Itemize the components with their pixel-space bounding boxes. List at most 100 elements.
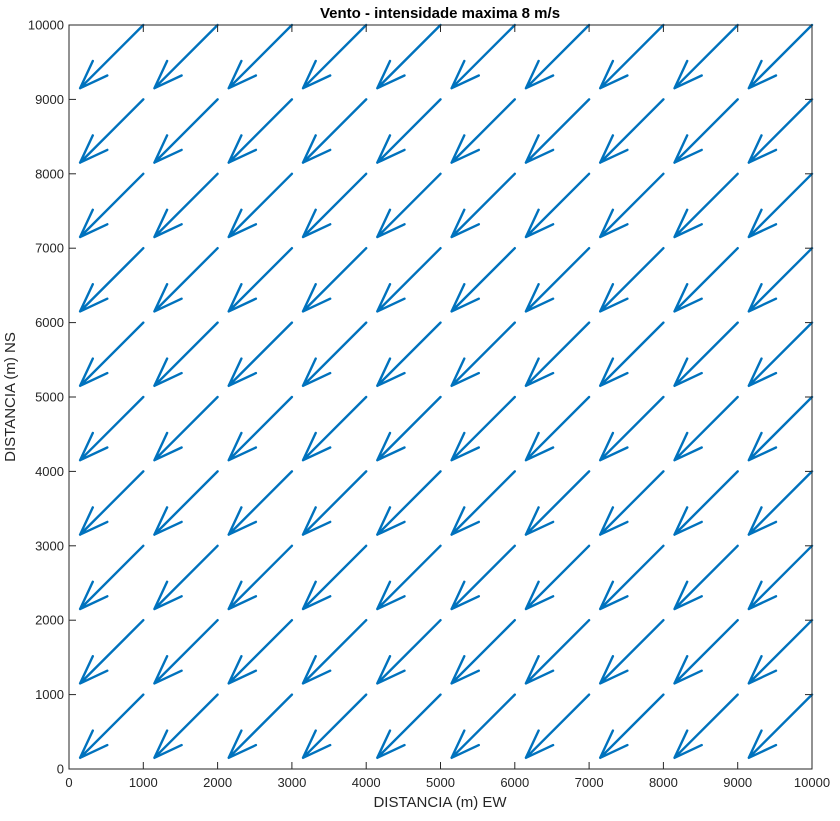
wind-arrow: [78, 395, 145, 462]
wind-arrow: [524, 544, 591, 611]
y-tick-label: 8000: [35, 166, 64, 181]
x-axis-label: DISTANCIA (m) EW: [373, 794, 507, 811]
x-tick-label: 0: [65, 775, 72, 790]
wind-arrow: [524, 247, 591, 313]
wind-arrow: [673, 98, 739, 164]
wind-arrow: [450, 247, 516, 313]
wind-arrow: [78, 619, 145, 685]
wind-arrow: [599, 395, 665, 462]
x-tick-label: 7000: [575, 775, 604, 790]
wind-arrow: [599, 544, 665, 611]
wind-arrow: [450, 98, 516, 164]
wind-arrow: [747, 98, 814, 164]
wind-arrow: [376, 619, 442, 685]
wind-arrow: [376, 693, 442, 759]
wind-arrow: [376, 247, 442, 313]
wind-arrow: [227, 23, 294, 90]
wind-arrow: [524, 23, 591, 90]
wind-arrow: [153, 619, 219, 685]
x-tick-label: 3000: [277, 775, 306, 790]
wind-arrow: [153, 172, 219, 239]
wind-arrow: [376, 470, 442, 536]
y-tick-label: 7000: [35, 241, 64, 256]
wind-arrow: [227, 247, 294, 313]
wind-arrow: [301, 693, 368, 759]
wind-arrow: [153, 544, 219, 611]
x-tick-label: 5000: [426, 775, 455, 790]
wind-arrow: [227, 321, 294, 387]
wind-arrow: [78, 247, 145, 313]
wind-arrow: [599, 98, 665, 164]
wind-arrow: [153, 693, 219, 759]
x-tick-label: 1000: [129, 775, 158, 790]
wind-arrow: [673, 395, 739, 462]
wind-arrow: [747, 395, 814, 462]
chart-title: Vento - intensidade maxima 8 m/s: [320, 5, 560, 22]
wind-arrow: [78, 23, 145, 90]
wind-arrow: [673, 693, 739, 759]
wind-arrow: [78, 470, 145, 536]
y-tick-label: 9000: [35, 92, 64, 107]
wind-arrow: [450, 693, 516, 759]
wind-arrow: [301, 395, 368, 462]
x-tick-label: 4000: [352, 775, 381, 790]
wind-arrow: [673, 321, 739, 387]
x-axis: 0 1000 2000 3000 4000 5000 6000 7000 8000 9000 100…: [65, 25, 830, 790]
wind-arrow: [599, 23, 665, 90]
y-tick-label: 3000: [35, 538, 64, 553]
arrow-field: [78, 23, 814, 759]
wind-arrow: [227, 98, 294, 164]
wind-arrow: [153, 98, 219, 164]
wind-arrow: [524, 98, 591, 164]
y-axis: 0 1000 2000 3000 4000 5000 6000 7000 8000 9000 100…: [28, 18, 812, 777]
wind-arrow: [747, 470, 814, 536]
wind-arrow: [599, 693, 665, 759]
wind-arrow: [376, 172, 442, 239]
wind-arrow: [673, 544, 739, 611]
wind-arrow: [599, 470, 665, 536]
wind-arrow: [524, 619, 591, 685]
y-tick-label: 1000: [35, 687, 64, 702]
wind-arrow: [450, 321, 516, 387]
wind-arrow: [450, 23, 516, 90]
y-tick-label: 10000: [28, 18, 64, 33]
wind-arrow: [301, 98, 368, 164]
wind-arrow: [301, 172, 368, 239]
wind-arrow: [599, 619, 665, 685]
wind-arrow: [450, 395, 516, 462]
x-tick-label: 2000: [203, 775, 232, 790]
wind-arrow: [673, 172, 739, 239]
y-tick-label: 2000: [35, 613, 64, 628]
wind-arrow: [78, 321, 145, 387]
wind-arrow: [227, 172, 294, 239]
wind-arrow: [301, 619, 368, 685]
wind-arrow: [524, 470, 591, 536]
wind-arrow: [301, 247, 368, 313]
wind-arrow: [301, 544, 368, 611]
wind-arrow: [673, 470, 739, 536]
wind-arrow: [376, 23, 442, 90]
y-tick-label: 4000: [35, 464, 64, 479]
y-tick-label: 5000: [35, 390, 64, 405]
y-tick-label: 6000: [35, 315, 64, 330]
wind-arrow: [450, 544, 516, 611]
wind-arrow: [153, 470, 219, 536]
x-tick-label: 6000: [500, 775, 529, 790]
wind-arrow: [747, 23, 814, 90]
wind-arrow: [450, 619, 516, 685]
wind-arrow: [301, 23, 368, 90]
x-tick-label: 8000: [649, 775, 678, 790]
x-tick-label: 10000: [794, 775, 830, 790]
wind-arrow: [301, 321, 368, 387]
wind-arrow: [78, 544, 145, 611]
x-tick-label: 9000: [723, 775, 752, 790]
wind-arrow: [376, 395, 442, 462]
wind-arrow: [376, 544, 442, 611]
wind-arrow: [227, 470, 294, 536]
wind-arrow: [376, 321, 442, 387]
wind-arrow: [78, 693, 145, 759]
y-axis-label: DISTANCIA (m) NS: [2, 332, 19, 462]
wind-arrow: [599, 321, 665, 387]
